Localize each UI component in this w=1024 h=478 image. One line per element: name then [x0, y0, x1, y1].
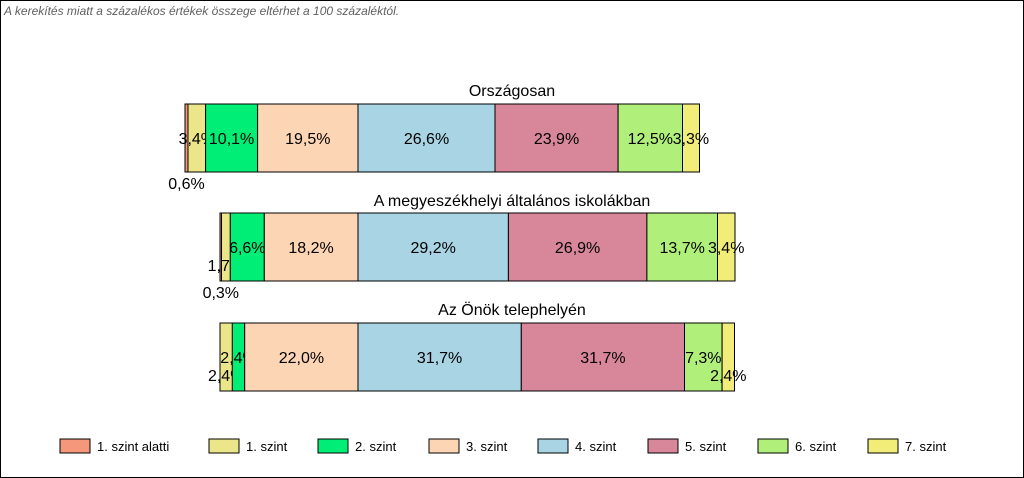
legend-swatch	[867, 438, 899, 454]
bar-segment	[682, 103, 700, 173]
legend-label: 3. szint	[466, 439, 508, 454]
data-label: 22,0%	[279, 350, 324, 367]
data-label: 26,6%	[404, 131, 449, 148]
legend-swatch	[537, 438, 569, 454]
legend-swatch	[59, 438, 91, 454]
bar-segment	[721, 322, 735, 392]
data-label: 6,6%	[229, 240, 265, 257]
data-label: 31,7%	[417, 350, 462, 367]
legend-swatch	[317, 438, 349, 454]
bar-title: Országosan	[469, 83, 555, 100]
legend-label: 4. szint	[575, 439, 617, 454]
data-label: 23,9%	[534, 131, 579, 148]
data-label: 3,3%	[673, 131, 709, 148]
legend-label: 2. szint	[355, 439, 397, 454]
data-label: 2,4%	[710, 368, 746, 385]
data-label: 18,2%	[288, 240, 333, 257]
bar-segment	[229, 212, 265, 282]
legend-label: 1. szint alatti	[97, 439, 169, 454]
bar-segment	[263, 212, 359, 282]
data-label: 0,6%	[168, 176, 204, 193]
data-label: 0,3%	[203, 285, 239, 302]
data-label: 31,7%	[580, 350, 625, 367]
legend-label: 6. szint	[795, 439, 837, 454]
bar-segment	[520, 322, 686, 392]
legend-label: 1. szint	[246, 439, 288, 454]
legend-label: 7. szint	[905, 439, 947, 454]
bar-segment	[205, 103, 259, 173]
legend-swatch	[757, 438, 789, 454]
bar-title: A megyeszékhelyi általános iskolákban	[374, 193, 651, 210]
legend-swatch	[647, 438, 679, 454]
bar-segment	[617, 103, 683, 173]
data-label: 26,9%	[555, 240, 600, 257]
data-label: 29,2%	[411, 240, 456, 257]
legend-swatch	[208, 438, 240, 454]
data-label: 7,3%	[685, 350, 721, 367]
bar-segment	[244, 322, 359, 392]
bar-segment	[684, 322, 723, 392]
bar-segment	[646, 212, 719, 282]
data-label: 3,4%	[708, 240, 744, 257]
rounding-note: A kerekítés miatt a százalékos értékek ö…	[4, 4, 400, 18]
bar-segment	[717, 212, 736, 282]
legend-label: 5. szint	[685, 439, 727, 454]
bar-title: Az Önök telephelyén	[438, 301, 586, 319]
data-label: 13,7%	[660, 240, 705, 257]
bar-segment	[357, 212, 509, 282]
legend-swatch	[428, 438, 460, 454]
bar-segment	[357, 322, 522, 392]
bar-segment	[507, 212, 648, 282]
data-label: 10,1%	[209, 131, 254, 148]
data-label: 12,5%	[628, 131, 673, 148]
data-label: 19,5%	[285, 131, 330, 148]
